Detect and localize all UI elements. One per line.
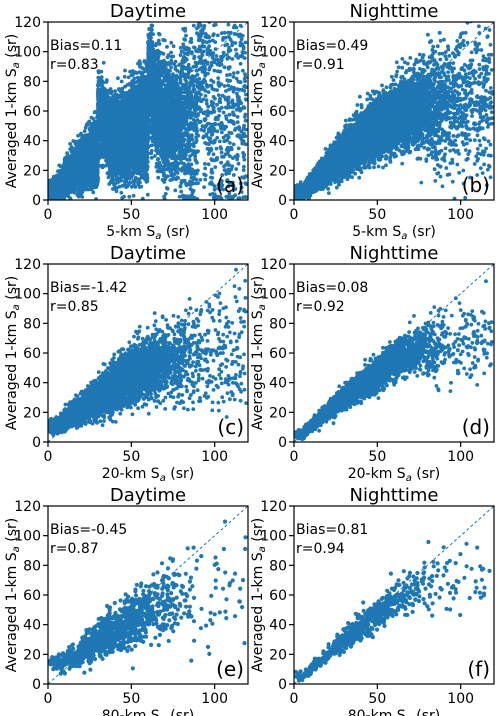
data-point xyxy=(135,75,140,80)
data-point xyxy=(231,71,236,75)
data-point xyxy=(198,9,202,13)
data-point xyxy=(119,79,124,84)
data-point xyxy=(226,101,231,106)
data-point xyxy=(227,18,231,22)
data-point xyxy=(178,45,183,50)
data-point xyxy=(201,11,205,15)
data-point xyxy=(203,162,207,166)
data-point xyxy=(189,1,193,5)
data-point xyxy=(215,33,220,38)
data-point xyxy=(161,52,166,56)
data-point xyxy=(230,40,235,45)
data-point xyxy=(211,152,216,157)
data-point xyxy=(237,127,242,132)
data-point xyxy=(223,43,228,48)
data-point xyxy=(233,187,238,191)
data-point xyxy=(233,41,238,45)
data-point xyxy=(196,17,200,21)
data-point xyxy=(113,89,118,93)
data-point xyxy=(203,177,208,182)
data-point xyxy=(127,194,132,199)
data-point xyxy=(236,146,241,151)
data-point xyxy=(213,17,217,21)
scatter-points xyxy=(48,0,248,200)
data-point xyxy=(236,161,241,166)
data-point xyxy=(230,164,235,169)
data-point xyxy=(231,110,235,115)
data-point xyxy=(154,165,159,169)
data-point xyxy=(216,76,221,80)
data-point xyxy=(122,74,127,79)
data-point xyxy=(149,155,154,160)
data-point xyxy=(204,101,209,106)
data-point xyxy=(145,192,150,197)
data-point xyxy=(204,15,208,19)
data-point xyxy=(198,178,203,182)
data-point xyxy=(153,154,157,158)
data-point xyxy=(224,138,229,143)
data-point xyxy=(230,43,235,48)
data-point xyxy=(219,160,224,165)
data-point xyxy=(201,11,205,15)
data-point xyxy=(119,190,124,195)
data-point xyxy=(131,193,136,198)
data-point xyxy=(203,166,208,171)
data-point xyxy=(218,0,222,4)
data-point xyxy=(196,9,200,13)
data-point xyxy=(191,23,196,28)
data-point xyxy=(94,197,98,200)
data-point xyxy=(219,150,224,155)
data-point xyxy=(165,45,169,49)
data-point xyxy=(226,83,231,88)
data-point xyxy=(198,5,202,9)
data-point xyxy=(193,181,198,186)
data-point xyxy=(221,110,226,115)
